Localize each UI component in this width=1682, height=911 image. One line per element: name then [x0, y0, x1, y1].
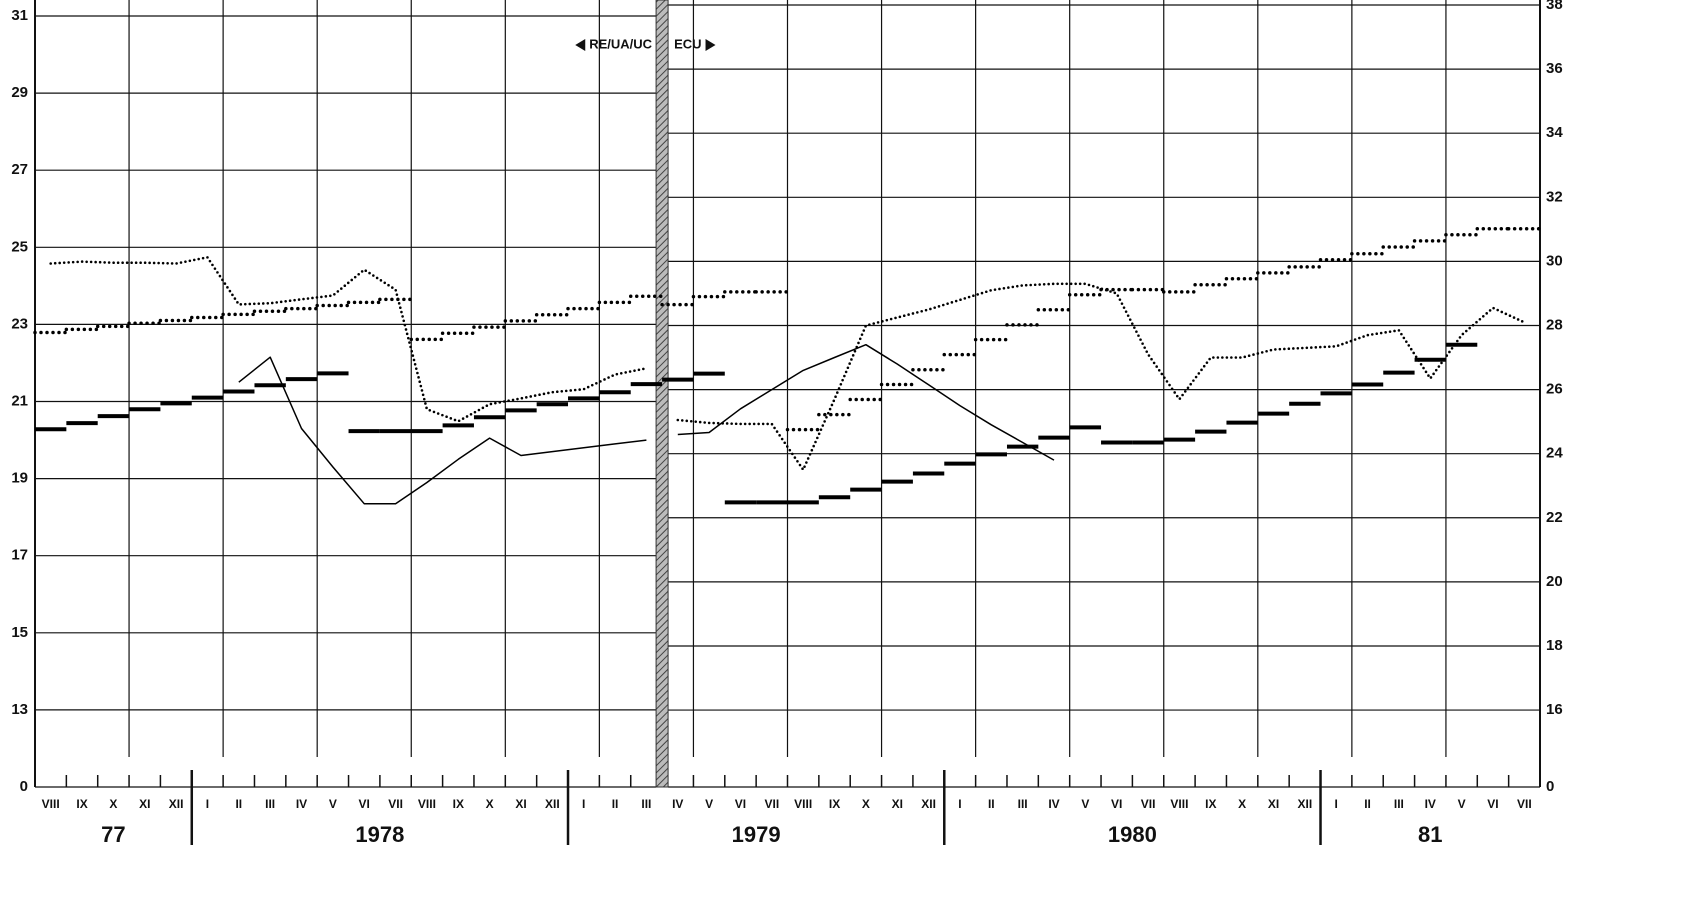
- y-tick-label: 15: [11, 624, 28, 641]
- x-tick-label: XII: [921, 797, 936, 811]
- x-tick-label: I: [582, 797, 585, 811]
- x-tick-label: III: [641, 797, 651, 811]
- x-tick-label: II: [612, 797, 619, 811]
- x-tick-label: II: [988, 797, 995, 811]
- x-tick-label: XII: [545, 797, 560, 811]
- x-tick-label: I: [1335, 797, 1338, 811]
- x-tick-label: V: [1081, 797, 1089, 811]
- x-tick-label: VII: [764, 797, 779, 811]
- x-tick-label: VI: [359, 797, 370, 811]
- arrow-right: [705, 39, 716, 51]
- x-tick-label: I: [206, 797, 209, 811]
- x-tick-label: VII: [1517, 797, 1532, 811]
- annotation: RE/UA/UC: [589, 36, 652, 51]
- year-label: 1979: [732, 822, 781, 847]
- x-tick-label: II: [235, 797, 242, 811]
- y2-tick-label: 24: [1546, 445, 1563, 462]
- y2-tick-label: 20: [1546, 573, 1563, 590]
- x-tick-label: IX: [76, 797, 87, 811]
- y2-tick-label: 32: [1546, 188, 1563, 205]
- y-tick-label: 19: [11, 470, 28, 487]
- x-tick-label: XI: [515, 797, 526, 811]
- x-tick-label: IV: [1425, 797, 1436, 811]
- year-label: 1980: [1108, 822, 1157, 847]
- y-tick-label: 25: [11, 238, 28, 255]
- y-tick-label: 27: [11, 161, 28, 178]
- thin-line: [677, 343, 1055, 461]
- x-tick-label: IV: [1048, 797, 1059, 811]
- x-tick-label: III: [265, 797, 275, 811]
- x-tick-label: XII: [169, 797, 184, 811]
- scale-divider: [655, 0, 669, 788]
- x-tick-label: VI: [1487, 797, 1498, 811]
- dotted-line: [49, 256, 648, 423]
- y-tick-label: 13: [11, 701, 28, 718]
- arrow-left: [575, 39, 586, 51]
- year-label: 1978: [355, 822, 404, 847]
- y2-tick-label: 22: [1546, 509, 1563, 526]
- y2-tick-label: 28: [1546, 316, 1563, 333]
- y-tick-label: 31: [11, 7, 28, 24]
- x-tick-label: VII: [388, 797, 403, 811]
- y2-tick-label: 18: [1546, 637, 1563, 654]
- x-tick-label: VIII: [42, 797, 60, 811]
- thin-line: [238, 356, 647, 505]
- y2-tick-label: 16: [1546, 701, 1563, 718]
- y2-tick-label: 0: [1546, 778, 1554, 795]
- x-tick-label: V: [705, 797, 713, 811]
- y-tick-label: 23: [11, 315, 28, 332]
- year-label: 77: [101, 822, 125, 847]
- y2-tick-label: 26: [1546, 381, 1563, 398]
- x-tick-label: XII: [1298, 797, 1313, 811]
- x-tick-label: VIII: [794, 797, 812, 811]
- x-tick-label: XI: [892, 797, 903, 811]
- y2-tick-label: 36: [1546, 60, 1563, 77]
- x-tick-label: III: [1394, 797, 1404, 811]
- x-tick-label: VIII: [1170, 797, 1188, 811]
- x-tick-label: X: [1238, 797, 1246, 811]
- y2-tick-label: 34: [1546, 124, 1563, 141]
- x-tick-label: VI: [735, 797, 746, 811]
- dotted-line: [676, 282, 1526, 471]
- x-tick-label: VII: [1141, 797, 1156, 811]
- x-tick-label: IV: [672, 797, 683, 811]
- x-tick-label: X: [109, 797, 117, 811]
- y-tick-label: 17: [11, 547, 28, 564]
- year-label: 81: [1418, 822, 1442, 847]
- x-tick-label: X: [486, 797, 494, 811]
- y2-tick-label: 30: [1546, 252, 1563, 269]
- x-tick-label: I: [958, 797, 961, 811]
- x-tick-label: V: [329, 797, 337, 811]
- y2-tick-label: 38: [1546, 0, 1563, 13]
- x-tick-label: V: [1458, 797, 1466, 811]
- x-tick-label: VI: [1111, 797, 1122, 811]
- annotation: ECU: [674, 36, 701, 51]
- y-tick-label: 21: [11, 392, 28, 409]
- x-tick-label: XI: [1268, 797, 1279, 811]
- x-tick-label: III: [1018, 797, 1028, 811]
- x-tick-label: VIII: [418, 797, 436, 811]
- x-tick-label: IX: [1205, 797, 1216, 811]
- x-tick-label: IX: [453, 797, 464, 811]
- y-tick-label: 0: [20, 778, 28, 795]
- x-tick-label: II: [1364, 797, 1371, 811]
- y-tick-label: 29: [11, 84, 28, 101]
- x-tick-label: IV: [296, 797, 307, 811]
- x-tick-label: XI: [139, 797, 150, 811]
- x-tick-label: IX: [829, 797, 840, 811]
- x-tick-label: X: [862, 797, 870, 811]
